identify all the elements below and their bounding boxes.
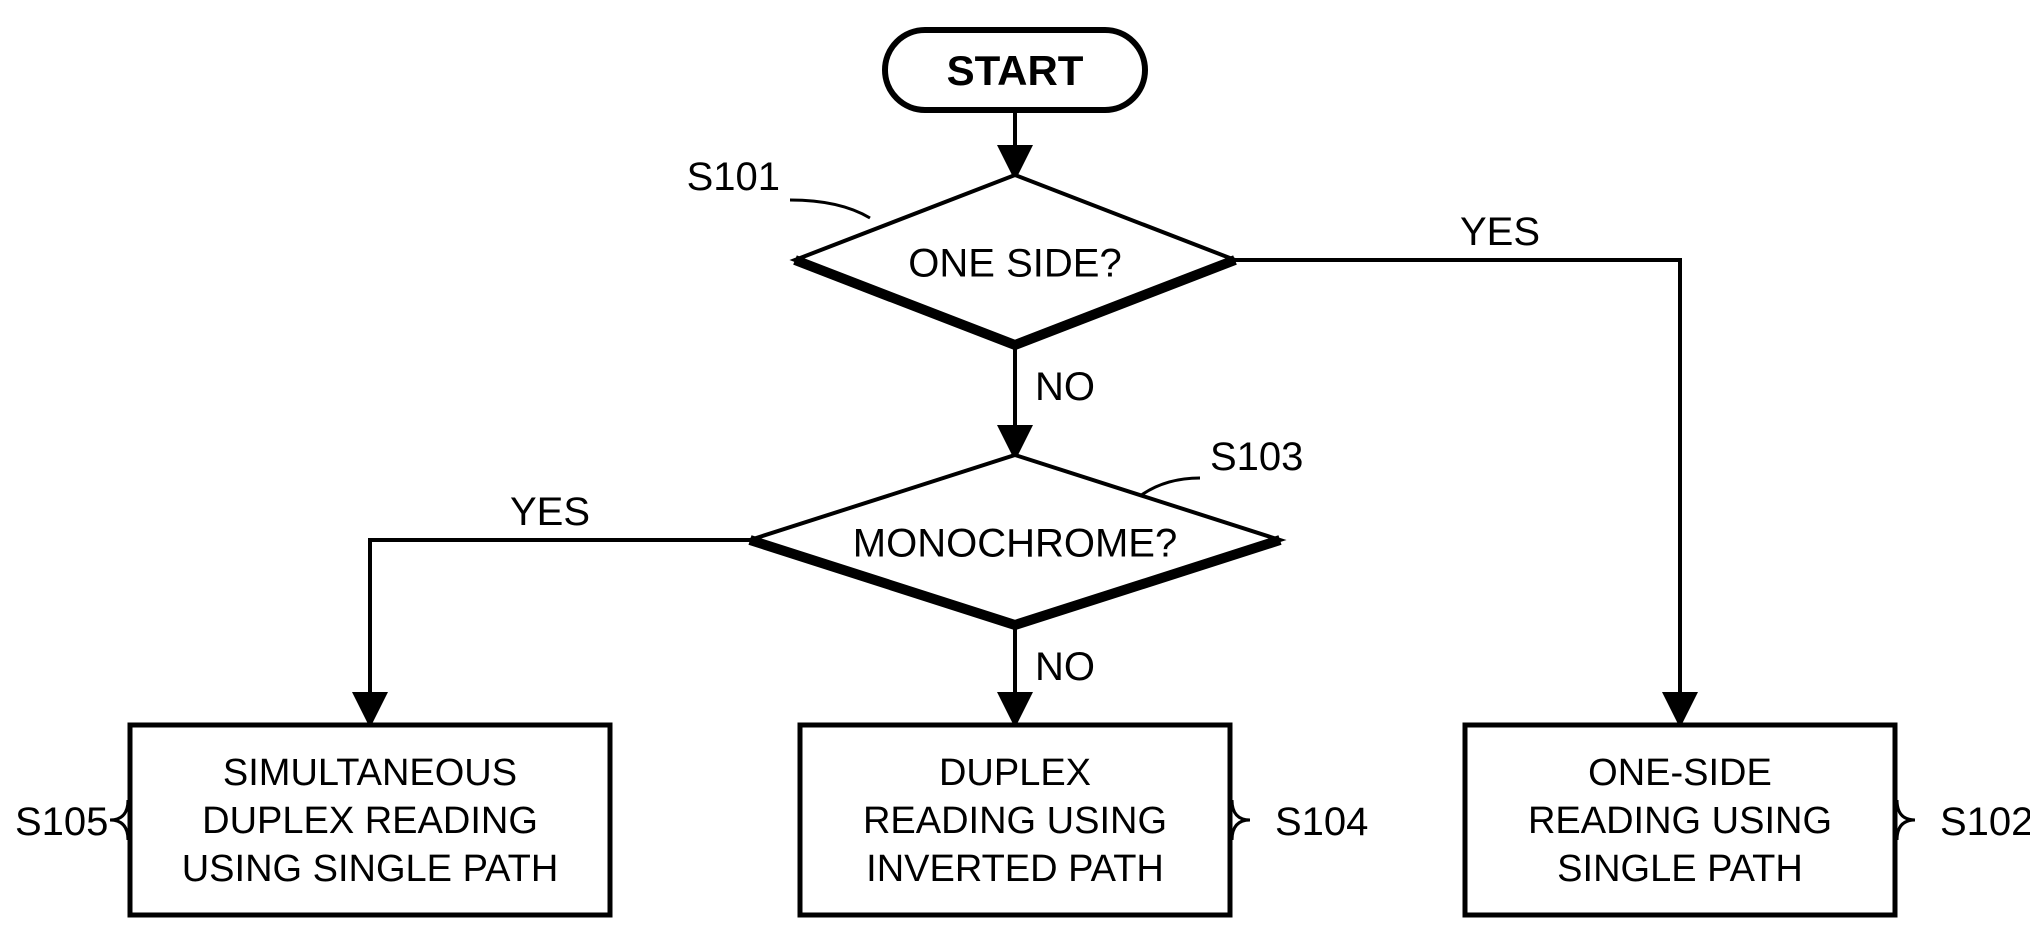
edge-d2-no: NO	[1015, 625, 1095, 722]
step-label-s105: S105	[15, 800, 108, 844]
label-d2-no: NO	[1035, 645, 1095, 689]
step-label-s103: S103	[1210, 435, 1303, 479]
p-right-line1: ONE-SIDE	[1588, 752, 1772, 794]
tie-s102	[1897, 800, 1915, 820]
p-left-line3: USING SINGLE PATH	[182, 848, 559, 890]
label-d1-yes: YES	[1460, 210, 1540, 254]
tie-s104b	[1232, 820, 1250, 840]
p-mid-line3: INVERTED PATH	[866, 848, 1164, 890]
tie-s105b	[110, 820, 128, 840]
decision-monochrome: MONOCHROME?	[750, 455, 1280, 625]
process-s105: SIMULTANEOUS DUPLEX READING USING SINGLE…	[130, 725, 610, 915]
decision-monochrome-text: MONOCHROME?	[853, 522, 1177, 566]
decision-one-side: ONE SIDE?	[795, 175, 1235, 345]
process-s104: DUPLEX READING USING INVERTED PATH	[800, 725, 1230, 915]
start-label: START	[947, 47, 1084, 94]
step-label-s101: S101	[687, 155, 780, 199]
tie-s103	[1140, 478, 1200, 496]
p-right-line2: READING USING	[1528, 800, 1832, 842]
start-node: START	[885, 30, 1145, 110]
edge-d1-no: NO	[1015, 345, 1095, 455]
p-right-line3: SINGLE PATH	[1557, 848, 1803, 890]
process-s102: ONE-SIDE READING USING SINGLE PATH	[1465, 725, 1895, 915]
p-left-line2: DUPLEX READING	[202, 800, 538, 842]
step-label-s102: S102	[1940, 800, 2030, 844]
edge-d2-yes: YES	[370, 490, 750, 722]
p-left-line1: SIMULTANEOUS	[223, 752, 517, 794]
step-label-s104: S104	[1275, 800, 1368, 844]
tie-s102b	[1897, 820, 1915, 840]
decision-one-side-text: ONE SIDE?	[908, 242, 1121, 286]
p-mid-line1: DUPLEX	[939, 752, 1091, 794]
tie-s104	[1232, 800, 1250, 820]
label-d1-no: NO	[1035, 365, 1095, 409]
tie-s105	[110, 800, 128, 820]
p-mid-line2: READING USING	[863, 800, 1167, 842]
label-d2-yes: YES	[510, 490, 590, 534]
tie-s101	[790, 200, 870, 218]
